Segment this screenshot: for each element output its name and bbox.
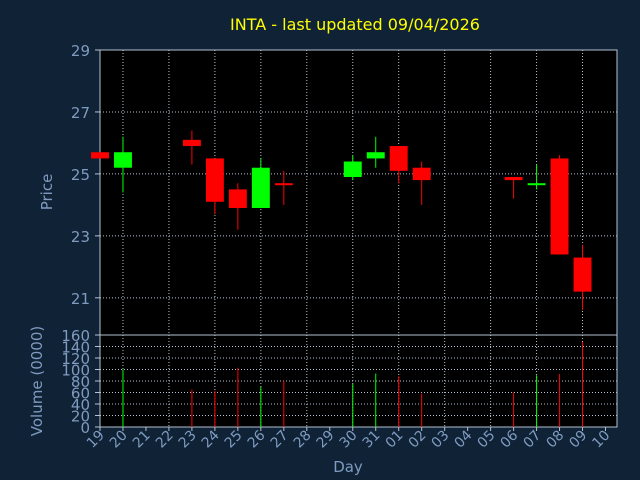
candle-body xyxy=(412,167,431,181)
x-tick-label: 01 xyxy=(383,428,407,452)
volume-tick-label: 140 xyxy=(61,339,90,357)
x-tick-label: 02 xyxy=(406,428,430,452)
candle-body xyxy=(205,158,224,202)
candle-body xyxy=(114,152,132,168)
candle-body xyxy=(527,183,546,186)
candle-body xyxy=(504,177,523,181)
x-tick-label: 09 xyxy=(566,428,590,452)
candle-07 xyxy=(527,164,546,190)
candle-body xyxy=(274,183,293,186)
volume-grid xyxy=(100,334,617,428)
candle-19 xyxy=(91,152,109,159)
x-axis-label: Day xyxy=(333,458,363,476)
volume-tick-label: 60 xyxy=(71,385,90,403)
volume-tick-label: 80 xyxy=(71,373,90,391)
candle-body xyxy=(573,257,592,292)
price-tick-label: 21 xyxy=(71,290,90,308)
candle-body xyxy=(91,152,109,159)
x-tick-label: 08 xyxy=(543,428,567,452)
candle-26 xyxy=(251,158,270,208)
volume-tick-label: 160 xyxy=(61,327,90,345)
x-tick-label: 03 xyxy=(429,428,453,452)
volume-tick-label: 20 xyxy=(71,408,90,426)
candle-body xyxy=(550,158,569,255)
x-tick-label: 21 xyxy=(130,428,154,452)
candle-body xyxy=(343,161,362,178)
candle-24 xyxy=(205,158,224,215)
chart-title: INTA - last updated 09/04/2026 xyxy=(230,15,480,34)
volume-tick-label: 0 xyxy=(80,419,90,437)
x-tick-label: 25 xyxy=(222,428,246,452)
x-tick-label: 27 xyxy=(268,428,292,452)
candle-01 xyxy=(389,146,408,184)
x-tick-label: 24 xyxy=(199,427,223,451)
candle-body xyxy=(251,167,270,208)
volume-axis-label: Volume (0000) xyxy=(28,326,46,436)
candle-body xyxy=(366,152,385,159)
candle-20 xyxy=(114,136,132,193)
x-tick-label: 20 xyxy=(107,428,131,452)
candle-body xyxy=(182,139,201,147)
candle-06 xyxy=(504,177,523,199)
candle-23 xyxy=(182,130,201,165)
price-tick-label: 29 xyxy=(71,42,90,60)
candle-09 xyxy=(573,245,592,311)
candle-27 xyxy=(274,170,293,205)
x-tick-label: 07 xyxy=(520,428,544,452)
candle-31 xyxy=(366,136,385,168)
x-tick-label: 06 xyxy=(498,427,522,451)
volume-tick-label: 100 xyxy=(61,362,90,380)
x-tick-label: 04 xyxy=(452,427,476,451)
x-tick-label: 05 xyxy=(475,428,499,452)
price-y-ticks: 29 27 25 23 21 xyxy=(71,42,100,308)
x-tick-label: 10 xyxy=(589,428,613,452)
price-tick-label: 23 xyxy=(71,228,90,246)
candle-08 xyxy=(550,155,569,255)
x-tick-labels: 19 20 21 22 23 24 25 26 27 28 29 30 31 01 02 03 04 05 06 07… xyxy=(84,427,613,451)
price-tick-label: 25 xyxy=(71,166,90,184)
x-tick-label: 28 xyxy=(291,428,315,452)
price-axis-label: Price xyxy=(38,174,56,211)
volume-tick-label: 120 xyxy=(61,350,90,368)
volume-bars xyxy=(122,341,584,427)
price-panel xyxy=(99,49,618,336)
candle-body xyxy=(228,189,247,208)
x-tick-label: 26 xyxy=(245,427,269,451)
candle-02 xyxy=(412,161,431,205)
candle-body xyxy=(389,146,408,171)
candle-30 xyxy=(343,155,362,181)
price-tick-label: 27 xyxy=(71,104,90,122)
x-tick-label: 31 xyxy=(360,428,384,452)
candle-25 xyxy=(228,183,247,230)
candles xyxy=(91,130,592,311)
x-tick-label: 23 xyxy=(176,428,200,452)
x-tick-label: 30 xyxy=(337,428,361,452)
x-tick-label: 29 xyxy=(314,428,338,452)
volume-tick-label: 40 xyxy=(71,396,90,414)
x-tick-label: 22 xyxy=(153,428,177,452)
